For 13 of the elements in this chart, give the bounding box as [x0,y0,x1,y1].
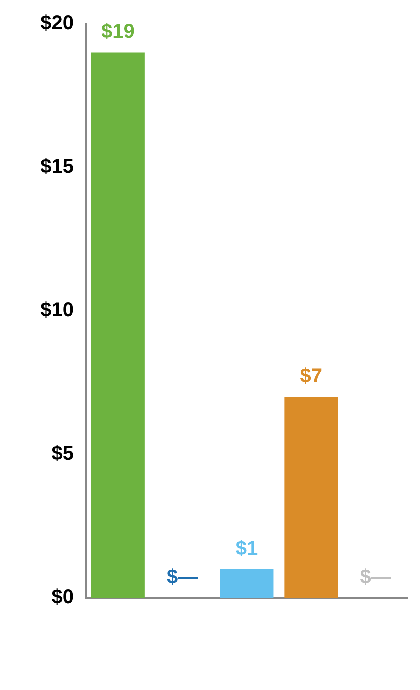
y-tick-label: $20 [40,12,74,35]
data-label: $1 [236,538,258,560]
bar [220,569,274,598]
y-tick-label: $15 [40,156,74,178]
bar [91,52,145,598]
data-label: $— [360,566,392,589]
bar [284,397,338,598]
data-label: $7 [300,366,323,388]
y-tick-label: $5 [52,443,74,466]
y-tick-label: $10 [40,300,74,322]
y-tick-label: $0 [52,586,74,609]
data-label: $19 [102,21,135,44]
data-label: $— [167,566,198,589]
